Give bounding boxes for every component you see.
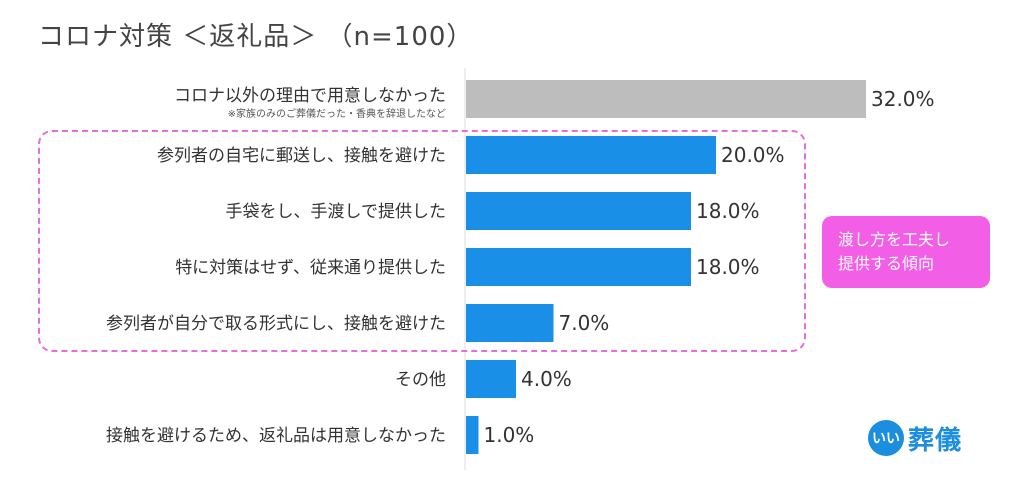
bar-6 bbox=[466, 360, 516, 398]
category-label-4: 特に対策はせず、従来通り提供した bbox=[175, 258, 446, 278]
value-label-4: 18.0% bbox=[696, 255, 760, 279]
value-label-7: 1.0% bbox=[484, 423, 535, 447]
bar-4 bbox=[466, 248, 691, 286]
category-label-3: 手袋をし、手渡しで提供した bbox=[226, 202, 447, 222]
callout-line-1: 渡し方を工夫し bbox=[838, 230, 951, 249]
highlight-box bbox=[38, 130, 806, 352]
value-label-1: 32.0% bbox=[871, 87, 935, 111]
category-label-7: 接触を避けるため、返礼品は用意しなかった bbox=[106, 426, 446, 446]
bar-2 bbox=[466, 136, 716, 174]
chart-title: コロナ対策 ＜返礼品＞ （n=100） bbox=[38, 22, 474, 52]
category-sublabel-1: ※家族のみのご葬儀だった・香典を辞退したなど bbox=[228, 107, 446, 120]
value-label-2: 20.0% bbox=[721, 143, 785, 167]
bar-1 bbox=[466, 80, 866, 118]
logo-mark: いい bbox=[868, 420, 904, 456]
category-label-6: その他 bbox=[395, 370, 446, 390]
category-label-5: 参列者が自分で取る形式にし、接触を避けた bbox=[106, 314, 446, 334]
bar-5 bbox=[466, 304, 554, 342]
callout-box: 渡し方を工夫し 提供する傾向 bbox=[822, 216, 990, 288]
category-label-2: 参列者の自宅に郵送し、接触を避けた bbox=[157, 146, 446, 166]
bars-group: コロナ以外の理由で用意しなかった※家族のみのご葬儀だった・香典を辞退したなど 32… bbox=[106, 80, 935, 454]
category-label-1: コロナ以外の理由で用意しなかった bbox=[174, 86, 446, 106]
value-label-6: 4.0% bbox=[521, 367, 572, 391]
logo: いい 葬儀 bbox=[868, 420, 962, 456]
logo-text: 葬儀 bbox=[908, 425, 963, 456]
callout-line-2: 提供する傾向 bbox=[838, 254, 935, 273]
value-label-3: 18.0% bbox=[696, 199, 760, 223]
bar-3 bbox=[466, 192, 691, 230]
value-label-5: 7.0% bbox=[559, 311, 610, 335]
bar-7 bbox=[466, 416, 479, 454]
